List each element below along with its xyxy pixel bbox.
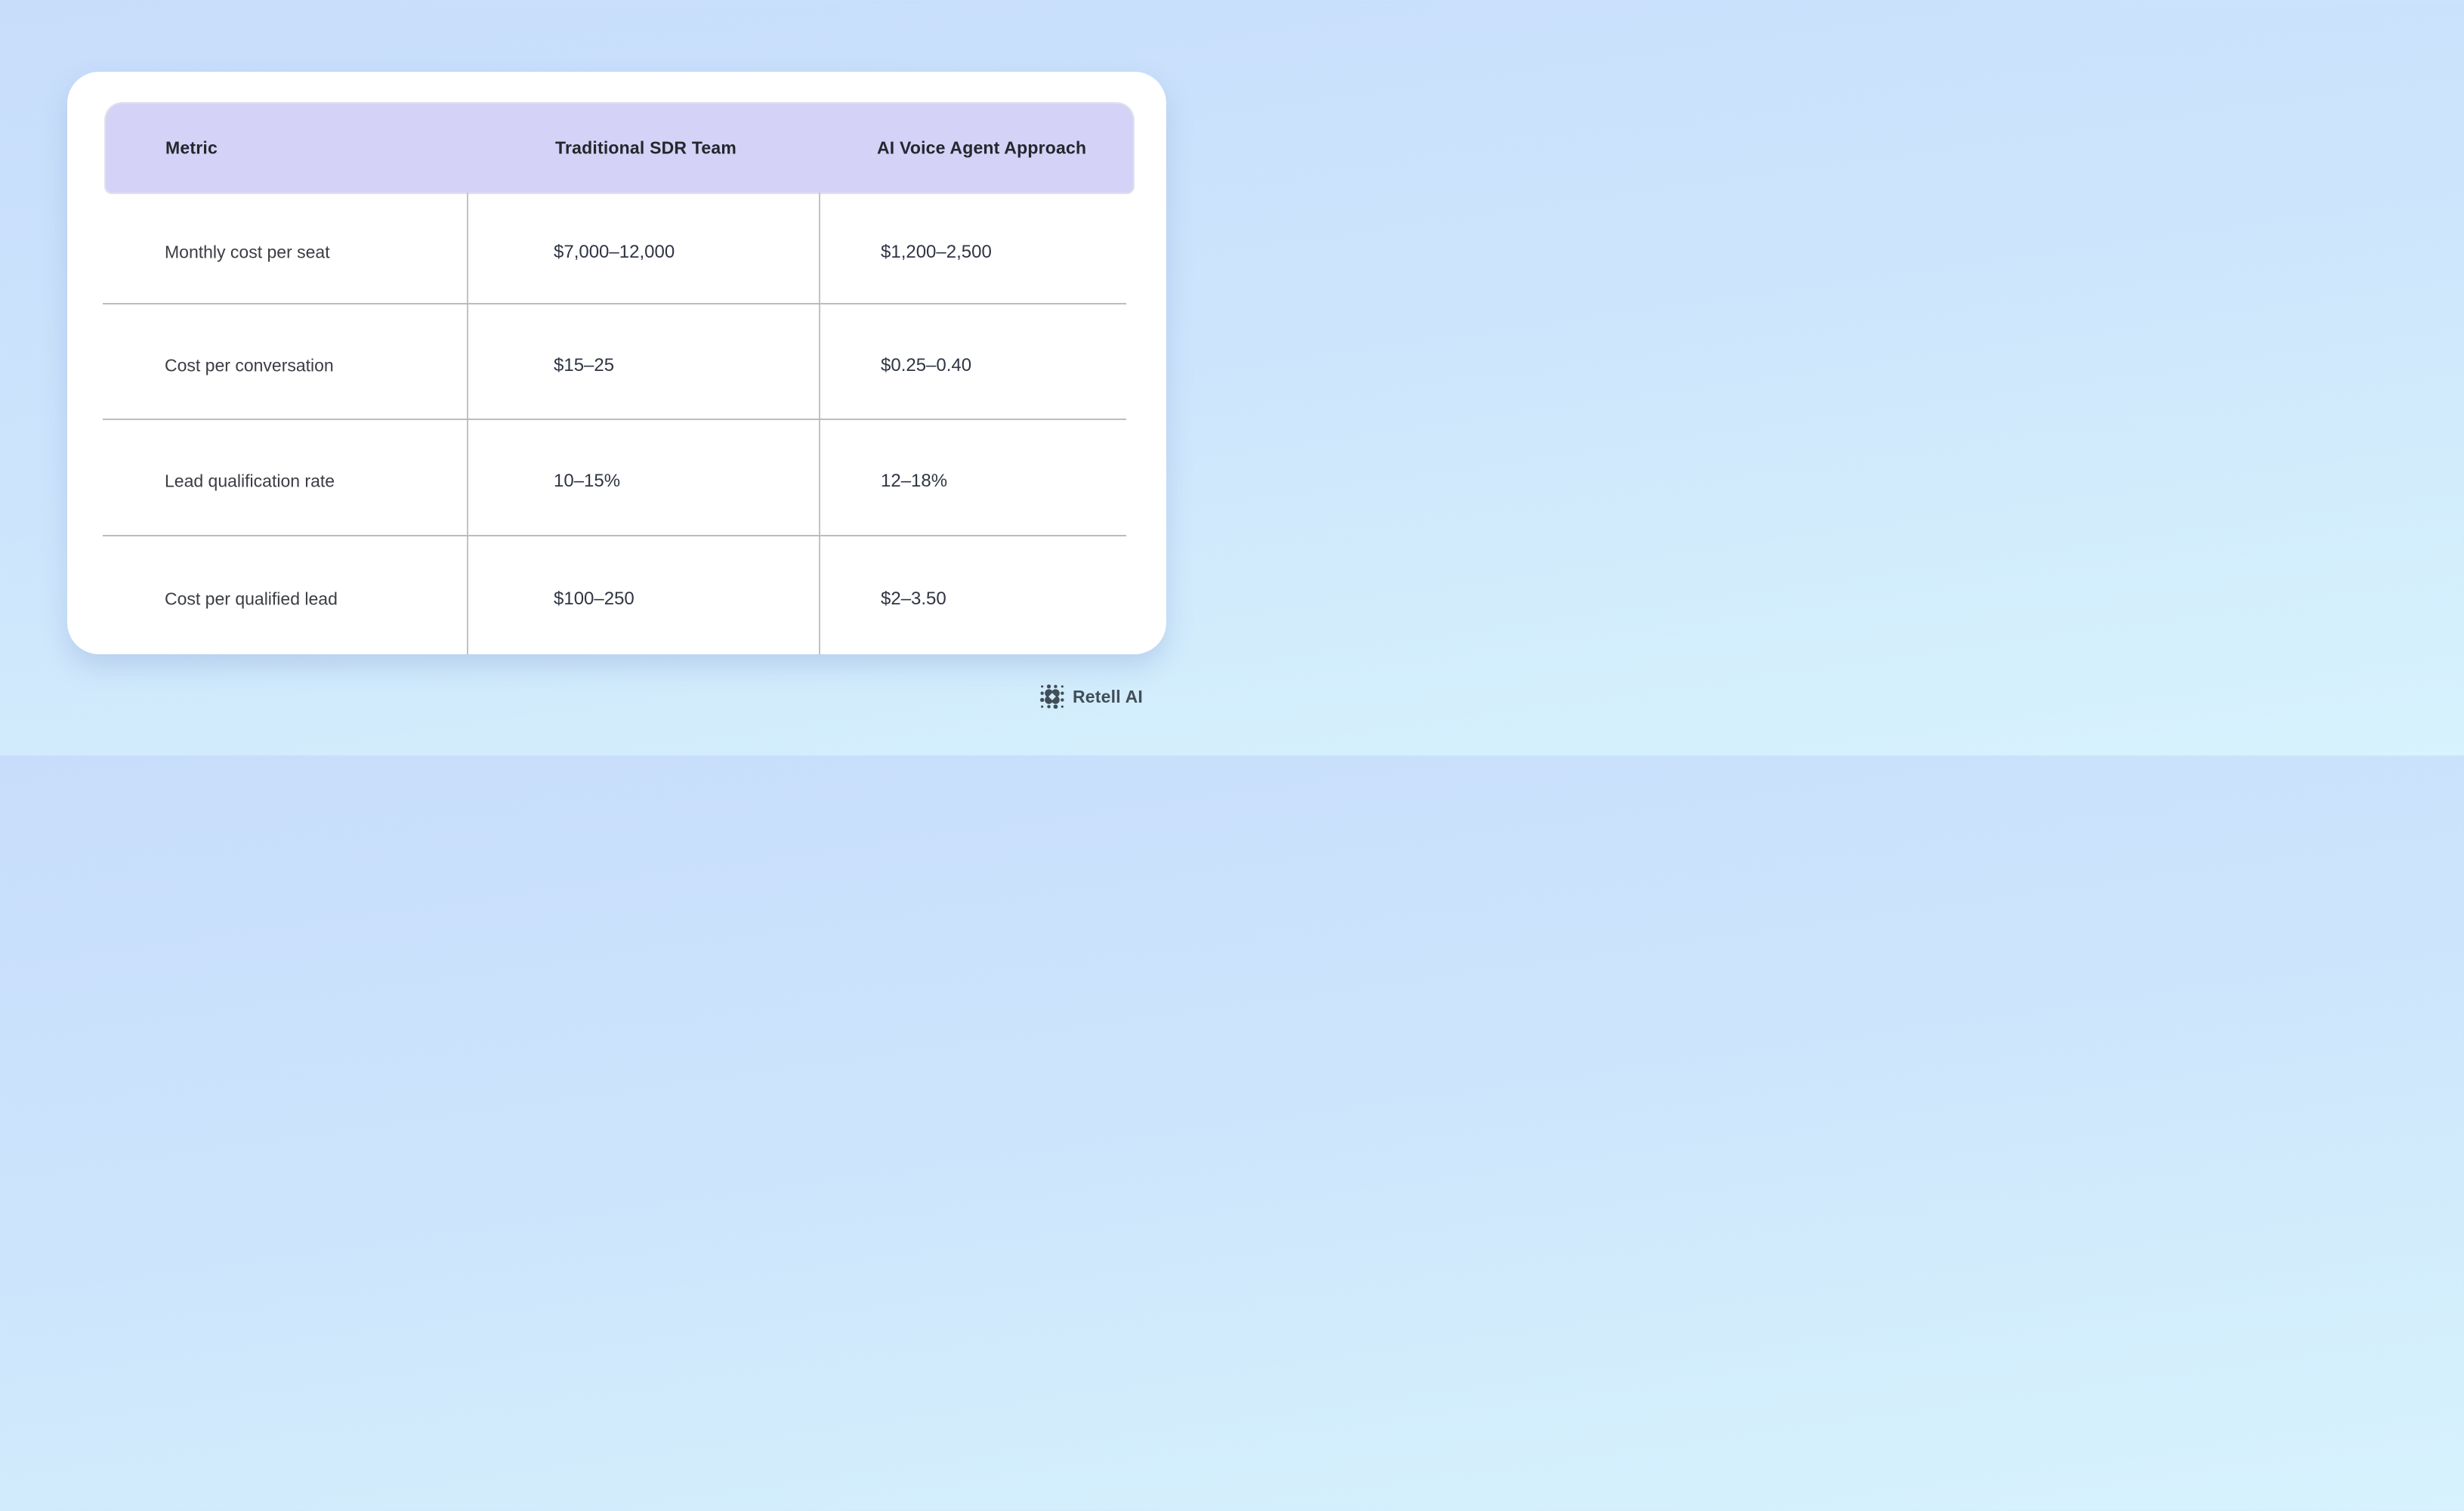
table-row: Monthly cost per seat $7,000–12,000 $1,2… xyxy=(67,193,1166,304)
metric-label: Cost per conversation xyxy=(165,355,334,375)
ai-value: 12–18% xyxy=(881,471,948,491)
column-header-traditional-sdr: Traditional SDR Team xyxy=(555,138,737,158)
traditional-value: $15–25 xyxy=(554,354,615,375)
row-divider xyxy=(103,303,1126,304)
traditional-value: $7,000–12,000 xyxy=(554,241,675,262)
ai-value: $0.25–0.40 xyxy=(881,354,972,375)
row-divider xyxy=(103,419,1126,420)
column-header-ai-voice-agent: AI Voice Agent Approach xyxy=(877,138,1087,158)
column-divider-2 xyxy=(819,193,820,654)
dot-matrix-icon xyxy=(1040,684,1064,709)
table-row: Lead qualification rate 10–15% 12–18% xyxy=(67,419,1166,536)
row-divider xyxy=(103,535,1126,536)
table-row: Cost per qualified lead $100–250 $2–3.50 xyxy=(67,536,1166,654)
column-divider-1 xyxy=(467,193,468,654)
traditional-value: $100–250 xyxy=(554,588,635,609)
metric-label: Monthly cost per seat xyxy=(165,242,330,261)
ai-value: $1,200–2,500 xyxy=(881,241,992,262)
table-body: Monthly cost per seat $7,000–12,000 $1,2… xyxy=(67,193,1166,654)
table-header-bar: Metric Traditional SDR Team AI Voice Age… xyxy=(106,104,1133,193)
metric-label: Lead qualification rate xyxy=(165,471,335,491)
comparison-table-card: Metric Traditional SDR Team AI Voice Age… xyxy=(67,72,1166,654)
traditional-value: 10–15% xyxy=(554,471,621,491)
table-row: Cost per conversation $15–25 $0.25–0.40 xyxy=(67,304,1166,420)
metric-label: Cost per qualified lead xyxy=(165,589,338,608)
logo-text: Retell AI xyxy=(1073,686,1143,706)
column-header-metric: Metric xyxy=(165,138,218,158)
ai-value: $2–3.50 xyxy=(881,588,946,609)
retell-ai-logo: Retell AI xyxy=(1040,684,1143,709)
